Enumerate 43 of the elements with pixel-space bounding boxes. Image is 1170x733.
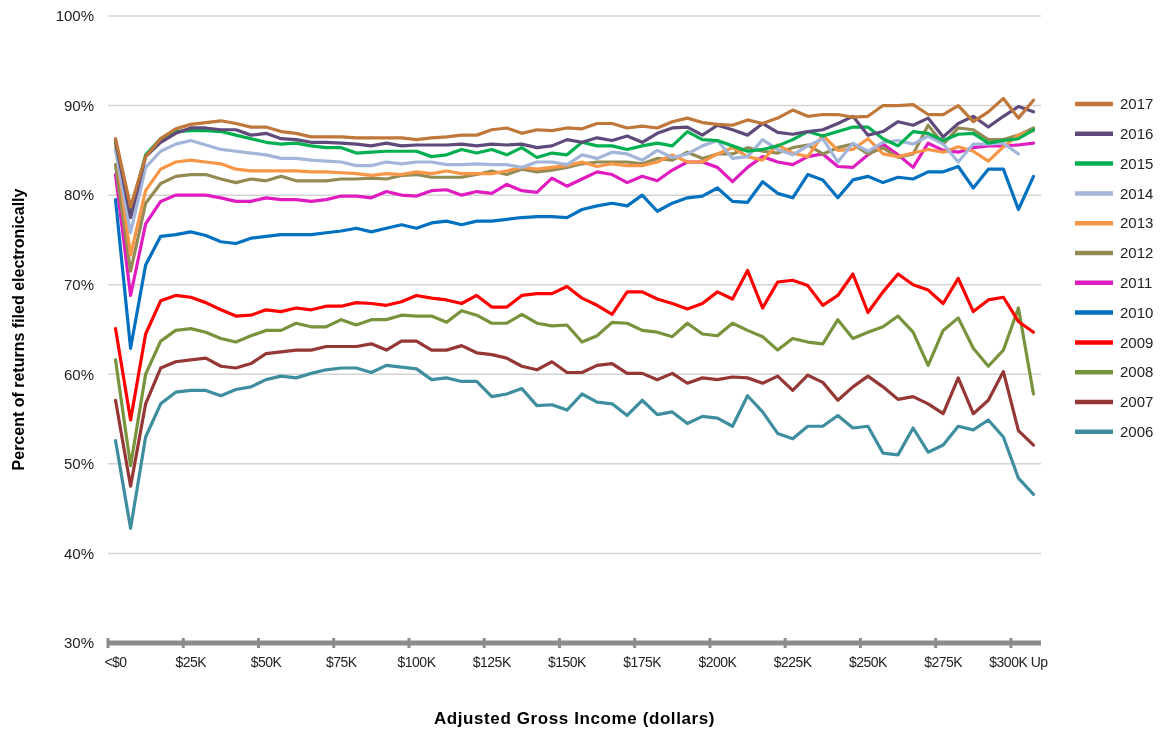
line-series bbox=[113, 164, 1036, 350]
y-tick-label: 30% bbox=[63, 634, 94, 652]
x-tick-label: $75K bbox=[325, 654, 358, 670]
line-series bbox=[113, 268, 1036, 422]
legend-label: 2017 bbox=[1120, 95, 1154, 113]
x-tick-label: <$0 bbox=[104, 654, 128, 670]
legend-label: 2012 bbox=[1120, 244, 1154, 262]
x-tick-label: $175K bbox=[623, 654, 663, 670]
x-tick-label: $150K bbox=[547, 654, 588, 670]
y-axis-title: Percent of returns filed electronically bbox=[10, 188, 27, 471]
legend-label: 2013 bbox=[1120, 214, 1154, 232]
line-series bbox=[113, 306, 1036, 468]
legend-label: 2014 bbox=[1120, 184, 1154, 202]
legend-label: 2009 bbox=[1120, 333, 1154, 351]
y-tick-label: 80% bbox=[63, 186, 94, 204]
y-tick-label: 100% bbox=[55, 7, 94, 25]
x-tick-label: $225K bbox=[773, 654, 813, 670]
x-tick-label: $125K bbox=[472, 654, 512, 670]
x-tick-label: $250K bbox=[848, 654, 889, 670]
legend-label: 2010 bbox=[1120, 303, 1154, 321]
line-series bbox=[113, 363, 1036, 530]
x-tick-label: $275K bbox=[924, 654, 964, 670]
y-tick-label: 50% bbox=[63, 455, 94, 473]
legend-label: 2015 bbox=[1120, 154, 1154, 172]
x-tick-label: $25K bbox=[175, 654, 208, 670]
line-series bbox=[113, 96, 1036, 209]
legend-label: 2016 bbox=[1120, 125, 1154, 143]
legend-label: 2006 bbox=[1120, 423, 1154, 441]
x-tick-label: $200K bbox=[698, 654, 738, 670]
y-tick-label: 70% bbox=[63, 275, 94, 293]
y-tick-label: 60% bbox=[63, 365, 94, 383]
y-tick-label: 40% bbox=[63, 544, 94, 562]
x-tick-label: $300K Up bbox=[989, 654, 1049, 670]
y-tick-label: 90% bbox=[63, 96, 94, 114]
line-series bbox=[113, 141, 1036, 298]
legend-label: 2008 bbox=[1120, 363, 1154, 381]
legend-label: 2007 bbox=[1120, 393, 1154, 411]
x-tick-label: $100K bbox=[397, 654, 437, 670]
line-series bbox=[113, 134, 1021, 235]
x-axis-title: Adjusted Gross Income (dollars) bbox=[433, 709, 716, 728]
x-tick-label: $50K bbox=[250, 654, 283, 670]
legend-label: 2011 bbox=[1120, 274, 1153, 292]
line-series bbox=[113, 339, 1036, 488]
